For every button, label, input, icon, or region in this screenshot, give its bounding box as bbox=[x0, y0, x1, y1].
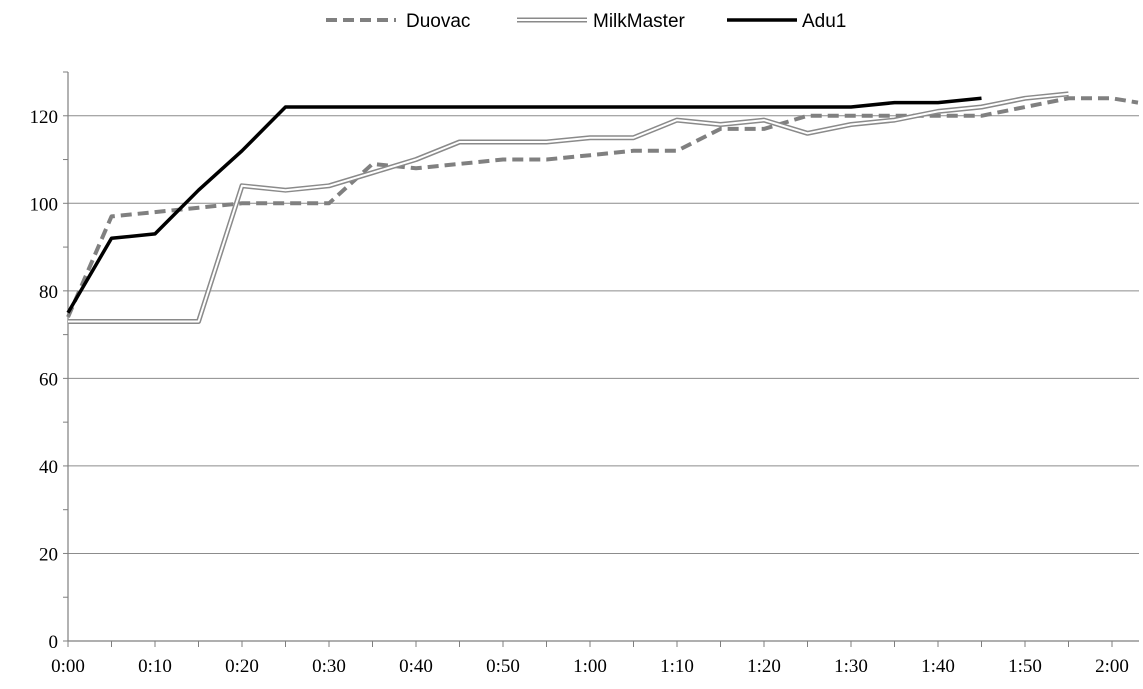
axes bbox=[63, 71, 1139, 647]
series-adu1 bbox=[66, 96, 982, 314]
legend-label: MilkMaster bbox=[593, 11, 686, 32]
x-tick-label: 2:00 bbox=[1095, 656, 1129, 677]
y-tick-label: 100 bbox=[30, 194, 59, 215]
x-tick-label: 1:50 bbox=[1008, 656, 1042, 677]
legend-item-duovac: Duovac bbox=[326, 11, 470, 32]
legend-label: Duovac bbox=[406, 11, 470, 32]
y-tick-label: 40 bbox=[39, 457, 58, 478]
x-tick-label: 0:20 bbox=[225, 656, 259, 677]
x-tick-label: 0:40 bbox=[399, 656, 433, 677]
series-lines bbox=[66, 91, 1139, 324]
y-tick-labels: 0 20 40 60 80 100 120 bbox=[30, 107, 59, 653]
series-line-adu1 bbox=[66, 96, 982, 314]
x-tick-label: 1:30 bbox=[834, 656, 868, 677]
y-tick-label: 20 bbox=[39, 544, 58, 565]
y-tick-label: 0 bbox=[49, 632, 59, 653]
x-tick-label: 0:10 bbox=[138, 656, 172, 677]
x-tick-label: 0:30 bbox=[312, 656, 346, 677]
series-line-milkmaster bbox=[68, 91, 1069, 324]
series-line-duovac bbox=[66, 96, 1139, 318]
y-tick-label: 120 bbox=[30, 107, 59, 128]
x-tick-label: 0:50 bbox=[486, 656, 520, 677]
x-tick-label: 1:10 bbox=[660, 656, 694, 677]
series-duovac bbox=[66, 96, 1139, 318]
gridlines bbox=[68, 115, 1139, 554]
x-tick-labels: 0:00 0:10 0:20 0:30 0:40 0:50 1:00 1:10 1:20 1:30… bbox=[51, 656, 1129, 677]
y-tick-label: 60 bbox=[39, 369, 58, 390]
y-tick-label: 80 bbox=[39, 282, 58, 303]
x-tick-label: 1:40 bbox=[921, 656, 955, 677]
x-tick-label: 0:00 bbox=[51, 656, 85, 677]
legend: Duovac MilkMaster Adu1 bbox=[326, 11, 846, 32]
x-tick-label: 1:00 bbox=[573, 656, 607, 677]
series-line-milkmaster bbox=[68, 92, 1069, 323]
legend-item-milkmaster: MilkMaster bbox=[517, 11, 686, 32]
x-tick-label: 1:20 bbox=[747, 656, 781, 677]
series-milkmaster bbox=[68, 91, 1069, 324]
legend-item-adu1: Adu1 bbox=[727, 11, 846, 32]
legend-label: Adu1 bbox=[802, 11, 846, 32]
